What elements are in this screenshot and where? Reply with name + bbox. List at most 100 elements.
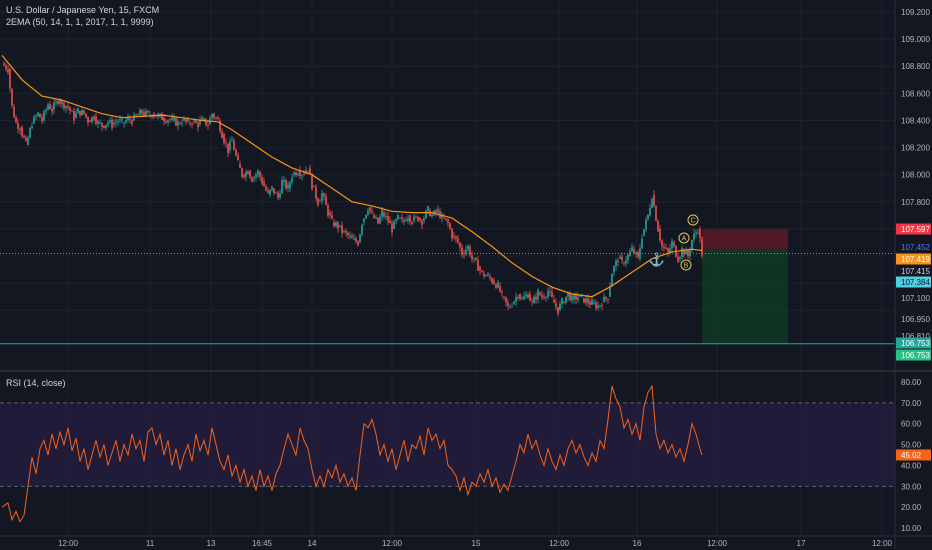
candle-body bbox=[243, 174, 245, 177]
candle-body bbox=[107, 122, 109, 125]
candle-body bbox=[5, 65, 7, 70]
price-tick-label: 106.950 bbox=[901, 315, 930, 324]
candle-body bbox=[447, 219, 449, 223]
candle-body bbox=[449, 223, 451, 230]
candle-body bbox=[267, 190, 269, 193]
entry-price-label: 107.452 bbox=[901, 243, 930, 252]
candle-body bbox=[193, 120, 195, 122]
candle-body bbox=[689, 250, 691, 257]
candle-body bbox=[205, 118, 207, 126]
candle-body bbox=[445, 218, 447, 220]
candle-body bbox=[13, 106, 15, 118]
candle-body bbox=[217, 117, 219, 120]
candle-body bbox=[679, 257, 681, 259]
candle-body bbox=[179, 123, 181, 124]
candle-body bbox=[87, 117, 89, 123]
candle-body bbox=[683, 249, 685, 255]
candle-body bbox=[23, 135, 25, 138]
rsi-tick-label: 80.00 bbox=[901, 378, 922, 387]
candle-body bbox=[453, 235, 455, 237]
candle-body bbox=[567, 292, 569, 297]
candle-body bbox=[701, 238, 703, 256]
candle-body bbox=[489, 276, 491, 279]
candle-body bbox=[529, 293, 531, 301]
candle-body bbox=[515, 297, 517, 302]
time-tick-label: 15 bbox=[472, 539, 481, 548]
candle-body bbox=[491, 278, 493, 283]
ema-price-label: 107.384 bbox=[901, 278, 930, 287]
candle-body bbox=[535, 296, 537, 300]
candle-body bbox=[93, 116, 95, 120]
candle-body bbox=[185, 118, 187, 122]
candle-body bbox=[583, 298, 585, 303]
candle-body bbox=[671, 240, 673, 249]
candle-body bbox=[503, 296, 505, 298]
candle-body bbox=[57, 101, 59, 104]
candle-body bbox=[397, 214, 399, 220]
candle-body bbox=[415, 216, 417, 218]
candle-body bbox=[3, 63, 5, 66]
last-price-label: 107.415 bbox=[901, 267, 930, 276]
candle-body bbox=[89, 120, 91, 123]
candle-body bbox=[91, 116, 93, 123]
candle-body bbox=[615, 260, 617, 267]
candle-body bbox=[331, 215, 333, 219]
candle-body bbox=[511, 306, 513, 308]
candle-body bbox=[215, 117, 217, 119]
candle-body bbox=[69, 106, 71, 111]
candle-body bbox=[41, 117, 43, 122]
candle-body bbox=[83, 110, 85, 114]
rsi-indicator-label[interactable]: RSI (14, close) bbox=[6, 378, 66, 388]
candle-body bbox=[595, 302, 597, 309]
candle-body bbox=[373, 215, 375, 219]
candle-body bbox=[471, 255, 473, 259]
chart-title[interactable]: U.S. Dollar / Japanese Yen, 15, FXCM bbox=[6, 5, 160, 15]
candle-body bbox=[531, 300, 533, 302]
candle-body bbox=[347, 232, 349, 236]
candle-body bbox=[29, 128, 31, 138]
candle-body bbox=[443, 218, 445, 219]
candle-body bbox=[417, 216, 419, 222]
candle-body bbox=[299, 170, 301, 177]
candle-body bbox=[407, 218, 409, 221]
candle-body bbox=[521, 298, 523, 299]
candle-body bbox=[65, 106, 67, 109]
candle-body bbox=[133, 114, 135, 121]
candle-body bbox=[457, 238, 459, 243]
candle-body bbox=[17, 123, 19, 129]
candle-body bbox=[335, 222, 337, 227]
target-price-label: 106.753 bbox=[901, 339, 930, 348]
rsi-value-label-bg bbox=[896, 449, 931, 461]
candle-body bbox=[557, 306, 559, 314]
candle-body bbox=[63, 102, 65, 109]
candle-body bbox=[235, 150, 237, 156]
candle-body bbox=[73, 110, 75, 121]
time-tick-label: 11 bbox=[146, 539, 155, 548]
candle-body bbox=[585, 298, 587, 303]
candle-body bbox=[371, 211, 373, 213]
candle-body bbox=[647, 214, 649, 220]
candle-body bbox=[577, 297, 579, 300]
target-price-label-2: 106.753 bbox=[901, 351, 930, 360]
time-tick-label: 16 bbox=[633, 539, 642, 548]
candle-body bbox=[251, 177, 253, 182]
candle-body bbox=[315, 186, 317, 199]
time-tick-label: 17 bbox=[797, 539, 806, 548]
rsi-tick-label: 60.00 bbox=[901, 420, 922, 429]
candle-body bbox=[369, 207, 371, 212]
candle-body bbox=[427, 206, 429, 211]
candle-body bbox=[169, 119, 171, 120]
candle-body bbox=[619, 256, 621, 259]
candle-body bbox=[569, 293, 571, 301]
candle-body bbox=[653, 195, 655, 207]
candle-body bbox=[177, 121, 179, 126]
candle-body bbox=[351, 235, 353, 239]
ema-indicator-label[interactable]: 2EMA (50, 14, 1, 1, 2017, 1, 1, 9999) bbox=[6, 17, 154, 27]
candle-body bbox=[37, 112, 39, 116]
candle-body bbox=[167, 120, 169, 123]
candle-body bbox=[59, 100, 61, 104]
time-tick-label: 16:45 bbox=[252, 539, 273, 548]
candle-body bbox=[261, 176, 263, 184]
candle-body bbox=[395, 219, 397, 222]
